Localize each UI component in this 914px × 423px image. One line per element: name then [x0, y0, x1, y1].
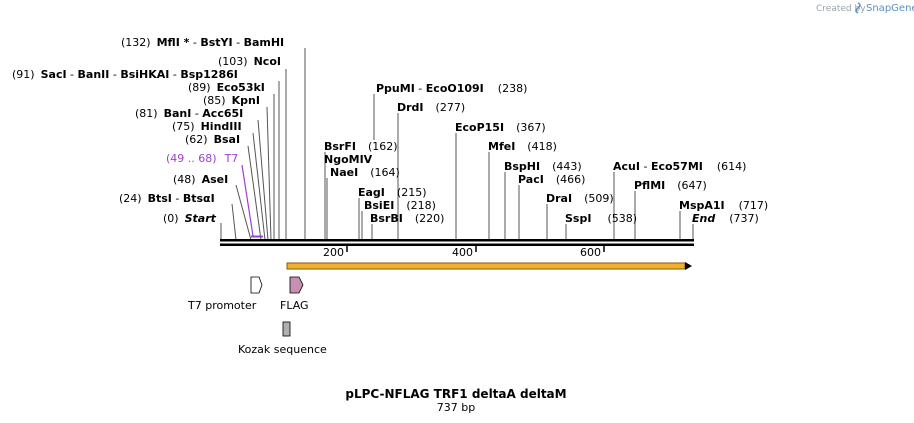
label-bsrfi[interactable]: BsrFI (162): [324, 140, 398, 153]
label-eco53ki[interactable]: (89) Eco53kI: [188, 81, 265, 94]
label-bsai[interactable]: (62) BsaI: [185, 133, 240, 146]
label-mfei[interactable]: MfeI (418): [488, 140, 557, 153]
cut-site-lines: [220, 48, 694, 241]
site-labels-right: PpuMI - EcoO109I (238) DrdI (277) EcoP15I(…: [324, 82, 768, 225]
label-drai[interactable]: DraI (509): [546, 192, 614, 205]
ruler-label-200: 200: [323, 246, 344, 259]
label-saci[interactable]: (91) SacI - BanII - BsiHKAI - Bsp1286I: [12, 68, 238, 81]
sequence-title: pLPC-NFLAG TRF1 deltaA deltaM: [345, 387, 566, 401]
label-ngomiv[interactable]: NgoMIV: [324, 153, 373, 166]
leader-bsai: [247, 145, 262, 241]
label-ncoi[interactable]: (103) NcoI: [218, 55, 281, 68]
label-ecop15i[interactable]: EcoP15I (367): [455, 121, 546, 134]
ruler-label-600: 600: [580, 246, 601, 259]
primer-t7-bar[interactable]: [251, 235, 263, 238]
position-ruler: 200 400 600: [323, 246, 605, 259]
label-eagi[interactable]: EagI (215): [358, 186, 427, 199]
sequence-backbone: [220, 235, 694, 246]
t7-promoter-feature[interactable]: T7 promoter: [187, 276, 263, 312]
leader-kpni: [266, 106, 272, 241]
kozak-label: Kozak sequence: [238, 343, 327, 356]
label-paci[interactable]: PacI (466): [518, 173, 585, 186]
label-hindiii[interactable]: (75) HindIII: [172, 120, 242, 133]
created-by-label: Created by: [816, 4, 866, 14]
label-bsiei[interactable]: BsiEI (218): [364, 199, 436, 212]
label-bsphi[interactable]: BspHI (443): [504, 160, 582, 173]
label-ppumi[interactable]: PpuMI - EcoO109I (238): [376, 82, 527, 95]
label-start[interactable]: (0) Start: [163, 212, 217, 225]
t7-promoter-label: T7 promoter: [187, 299, 257, 312]
leader-bani: [257, 119, 269, 241]
flag-label: FLAG: [280, 299, 309, 312]
label-acui[interactable]: AcuI - Eco57MI (614): [613, 160, 746, 173]
label-asei[interactable]: (48) AseI: [173, 173, 228, 186]
backbone-bottom-strand: [220, 243, 694, 246]
t7-promoter-arrow[interactable]: [250, 276, 263, 294]
branding: Created by SnapGene: [816, 2, 914, 14]
ruler-label-400: 400: [452, 246, 473, 259]
label-sspi[interactable]: SspI (538): [565, 212, 637, 225]
kozak-box[interactable]: [282, 321, 291, 337]
leader-hindiii: [252, 132, 266, 241]
label-mfli[interactable]: (132) MflI * - BstYI - BamHI: [121, 36, 284, 49]
label-end[interactable]: End (737): [692, 212, 759, 225]
flag-arrow[interactable]: [289, 276, 304, 294]
orf-bar[interactable]: [286, 262, 686, 270]
leader-primer-t7: [241, 164, 254, 237]
label-naei[interactable]: NaeI (164): [330, 166, 400, 179]
leader-asei: [235, 184, 252, 241]
label-pflmi[interactable]: PflMI (647): [634, 179, 707, 192]
orf-arrowhead: [685, 262, 692, 270]
flag-feature[interactable]: FLAG: [280, 276, 309, 312]
label-kpni[interactable]: (85) KpnI: [203, 94, 260, 107]
snapgene-logo-icon: [855, 2, 861, 14]
orf-feature[interactable]: [286, 262, 692, 270]
sequence-length: 737 bp: [437, 401, 475, 414]
label-mspa1i[interactable]: MspA1I (717): [679, 199, 768, 212]
snapgene-logo-text: SnapGene: [866, 3, 914, 14]
label-drdi[interactable]: DrdI (277): [397, 101, 465, 114]
label-primer-t7[interactable]: (49 .. 68) T7: [166, 152, 238, 165]
kozak-feature[interactable]: Kozak sequence: [238, 321, 327, 356]
label-bani[interactable]: (81) BanI - Acc65I: [135, 107, 243, 120]
site-labels-left: (132) MflI * - BstYI - BamHI (103) NcoI (9…: [12, 36, 284, 225]
label-bsrbi[interactable]: BsrBI (220): [370, 212, 444, 225]
leader-btsi: [231, 203, 237, 241]
backbone-top-strand: [220, 239, 694, 242]
label-btsi[interactable]: (24) BtsI - BtsαI: [119, 192, 215, 205]
